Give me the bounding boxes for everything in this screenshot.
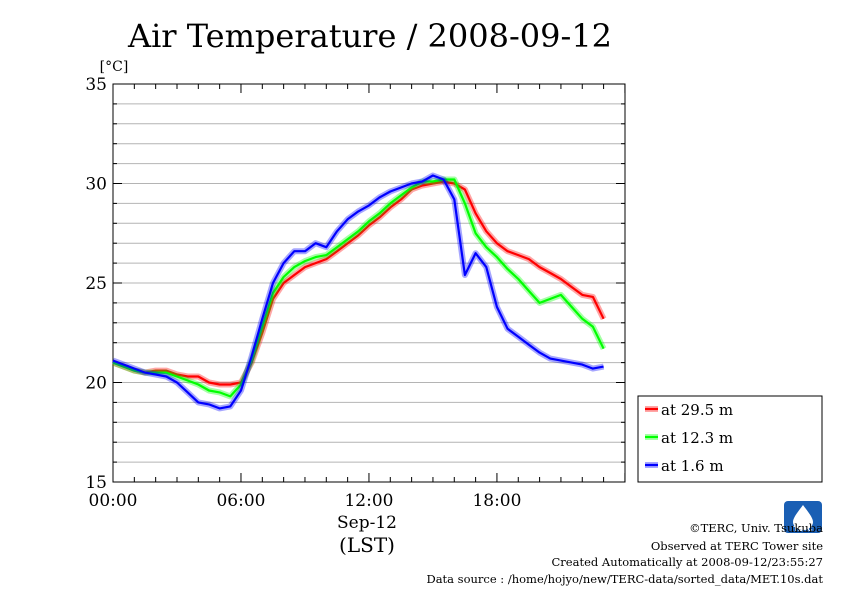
x-tick-label: 06:00 bbox=[216, 491, 265, 511]
y-tick-label: 35 bbox=[85, 75, 107, 95]
axis-ticks: 15 20 25 30 35 00:00 06:00 12:00 18:00 bbox=[85, 75, 626, 511]
footer-observed: Observed at TERC Tower site bbox=[651, 539, 823, 553]
x-axis-sublabel: (LST) bbox=[339, 533, 395, 557]
footer-source: Data source : /home/hojyo/new/TERC-data/… bbox=[426, 572, 823, 586]
y-tick-label: 30 bbox=[85, 175, 107, 195]
y-tick-label: 25 bbox=[85, 274, 107, 294]
series-lines bbox=[111, 172, 607, 412]
legend-box bbox=[637, 395, 823, 483]
x-tick-label: 12:00 bbox=[344, 491, 393, 511]
legend: at 29.5 m at 12.3 m at 1.6 m bbox=[637, 395, 823, 483]
chart-title: Air Temperature / 2008-09-12 bbox=[127, 17, 612, 55]
series-line bbox=[112, 174, 604, 410]
footer-copyright: ©TERC, Univ. Tsukuba bbox=[689, 521, 823, 535]
series-line bbox=[112, 180, 605, 386]
y-tick-label: 15 bbox=[85, 473, 107, 493]
footer-created: Created Automatically at 2008-09-12/23:5… bbox=[552, 555, 824, 569]
legend-label: at 1.6 m bbox=[661, 457, 724, 475]
y-tick-label: 20 bbox=[85, 374, 107, 394]
grid bbox=[113, 103, 625, 463]
x-axis-label: Sep-12 bbox=[337, 513, 397, 533]
legend-label: at 29.5 m bbox=[661, 401, 733, 419]
legend-label: at 12.3 m bbox=[661, 429, 733, 447]
terc-logo: TERC bbox=[784, 501, 822, 533]
x-tick-label: 18:00 bbox=[472, 491, 521, 511]
logo-text: TERC bbox=[793, 526, 812, 533]
y-axis-unit: [°C] bbox=[100, 59, 129, 75]
water-drop-icon bbox=[793, 505, 813, 530]
series-line bbox=[112, 178, 605, 398]
x-tick-label: 00:00 bbox=[89, 491, 138, 511]
